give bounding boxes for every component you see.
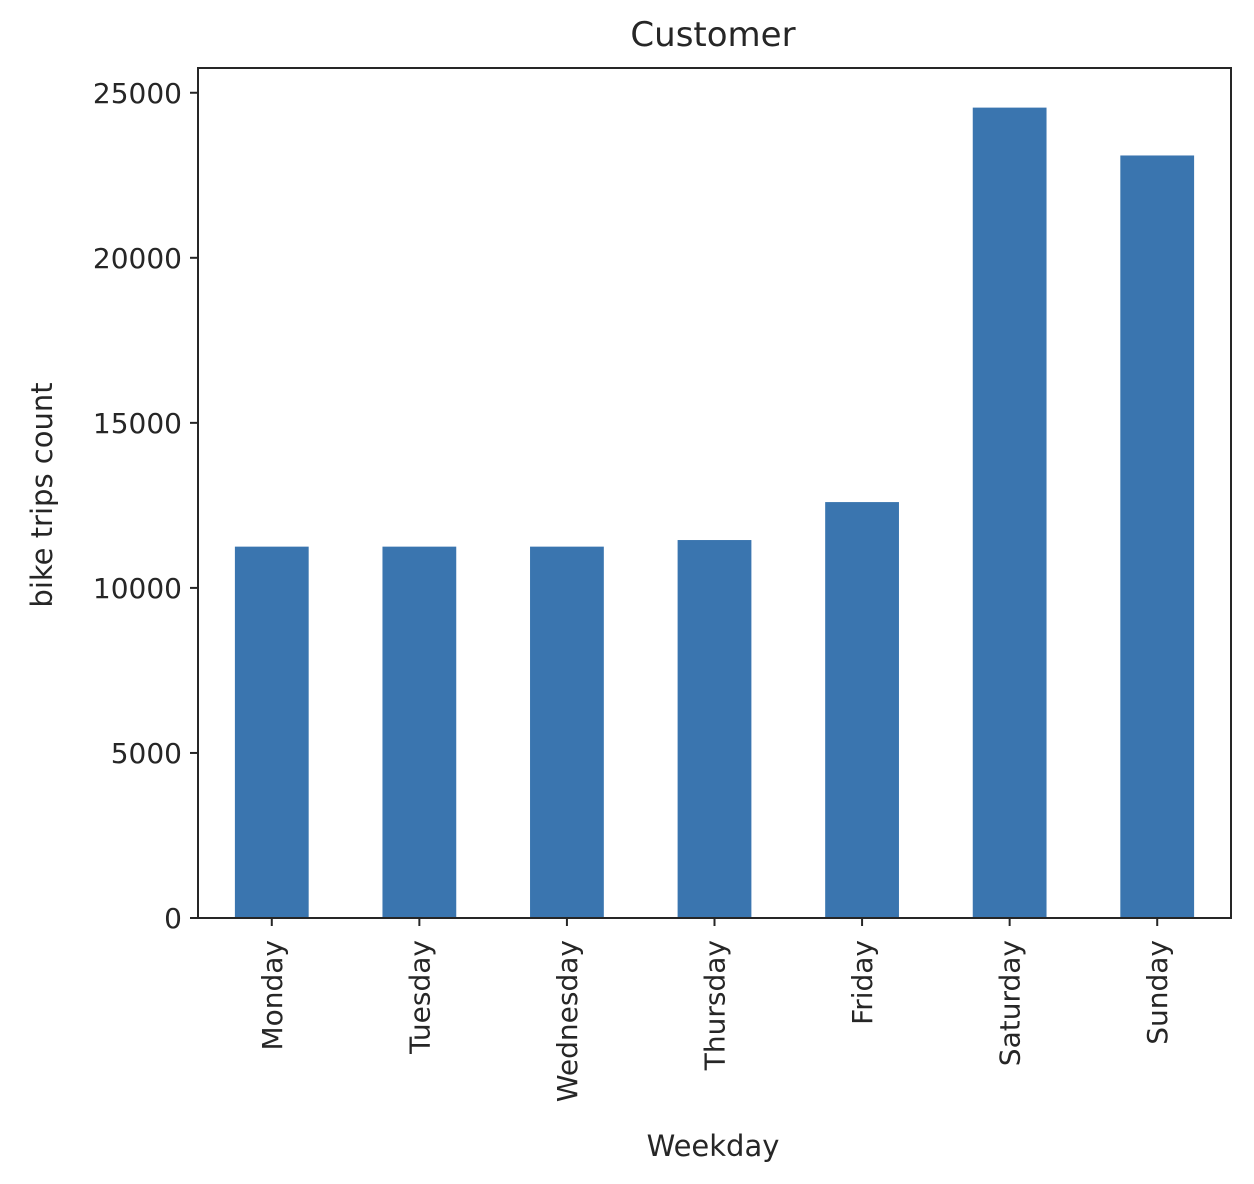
- y-tick-label: 25000: [93, 77, 182, 110]
- x-tick-label: Sunday: [1141, 940, 1174, 1045]
- bar-wednesday: [530, 546, 604, 918]
- y-tick-label: 20000: [93, 242, 182, 275]
- x-tick-label: Wednesday: [551, 940, 584, 1102]
- x-tick-label: Saturday: [994, 940, 1027, 1066]
- y-axis-ticks: 0 5000 10000 15000 20000 25000: [93, 77, 198, 935]
- y-tick-label: 5000: [111, 737, 182, 770]
- y-tick-label: 10000: [93, 572, 182, 605]
- plot-frame: [197, 67, 1232, 919]
- y-tick-label: 15000: [93, 407, 182, 440]
- bar-tuesday: [382, 546, 457, 918]
- x-tick-label: Monday: [256, 940, 289, 1051]
- x-axis-ticks: Monday Tuesday Wednesday Thursday Friday Satu…: [256, 918, 1174, 1102]
- bar-saturday: [972, 107, 1047, 919]
- x-tick-label: Tuesday: [403, 940, 436, 1055]
- chart-title: Customer: [630, 15, 795, 55]
- y-axis-label: bike trips count: [25, 382, 59, 607]
- bar-monday: [234, 546, 309, 918]
- bar-sunday: [1120, 155, 1195, 919]
- x-axis-label: Weekday: [647, 1129, 780, 1163]
- x-tick-label: Friday: [846, 940, 879, 1025]
- x-tick-label: Thursday: [699, 940, 732, 1071]
- bar-friday: [825, 502, 899, 918]
- bar-thursday: [677, 540, 752, 918]
- bars-group: [234, 107, 1195, 919]
- y-tick-label: 0: [164, 902, 182, 935]
